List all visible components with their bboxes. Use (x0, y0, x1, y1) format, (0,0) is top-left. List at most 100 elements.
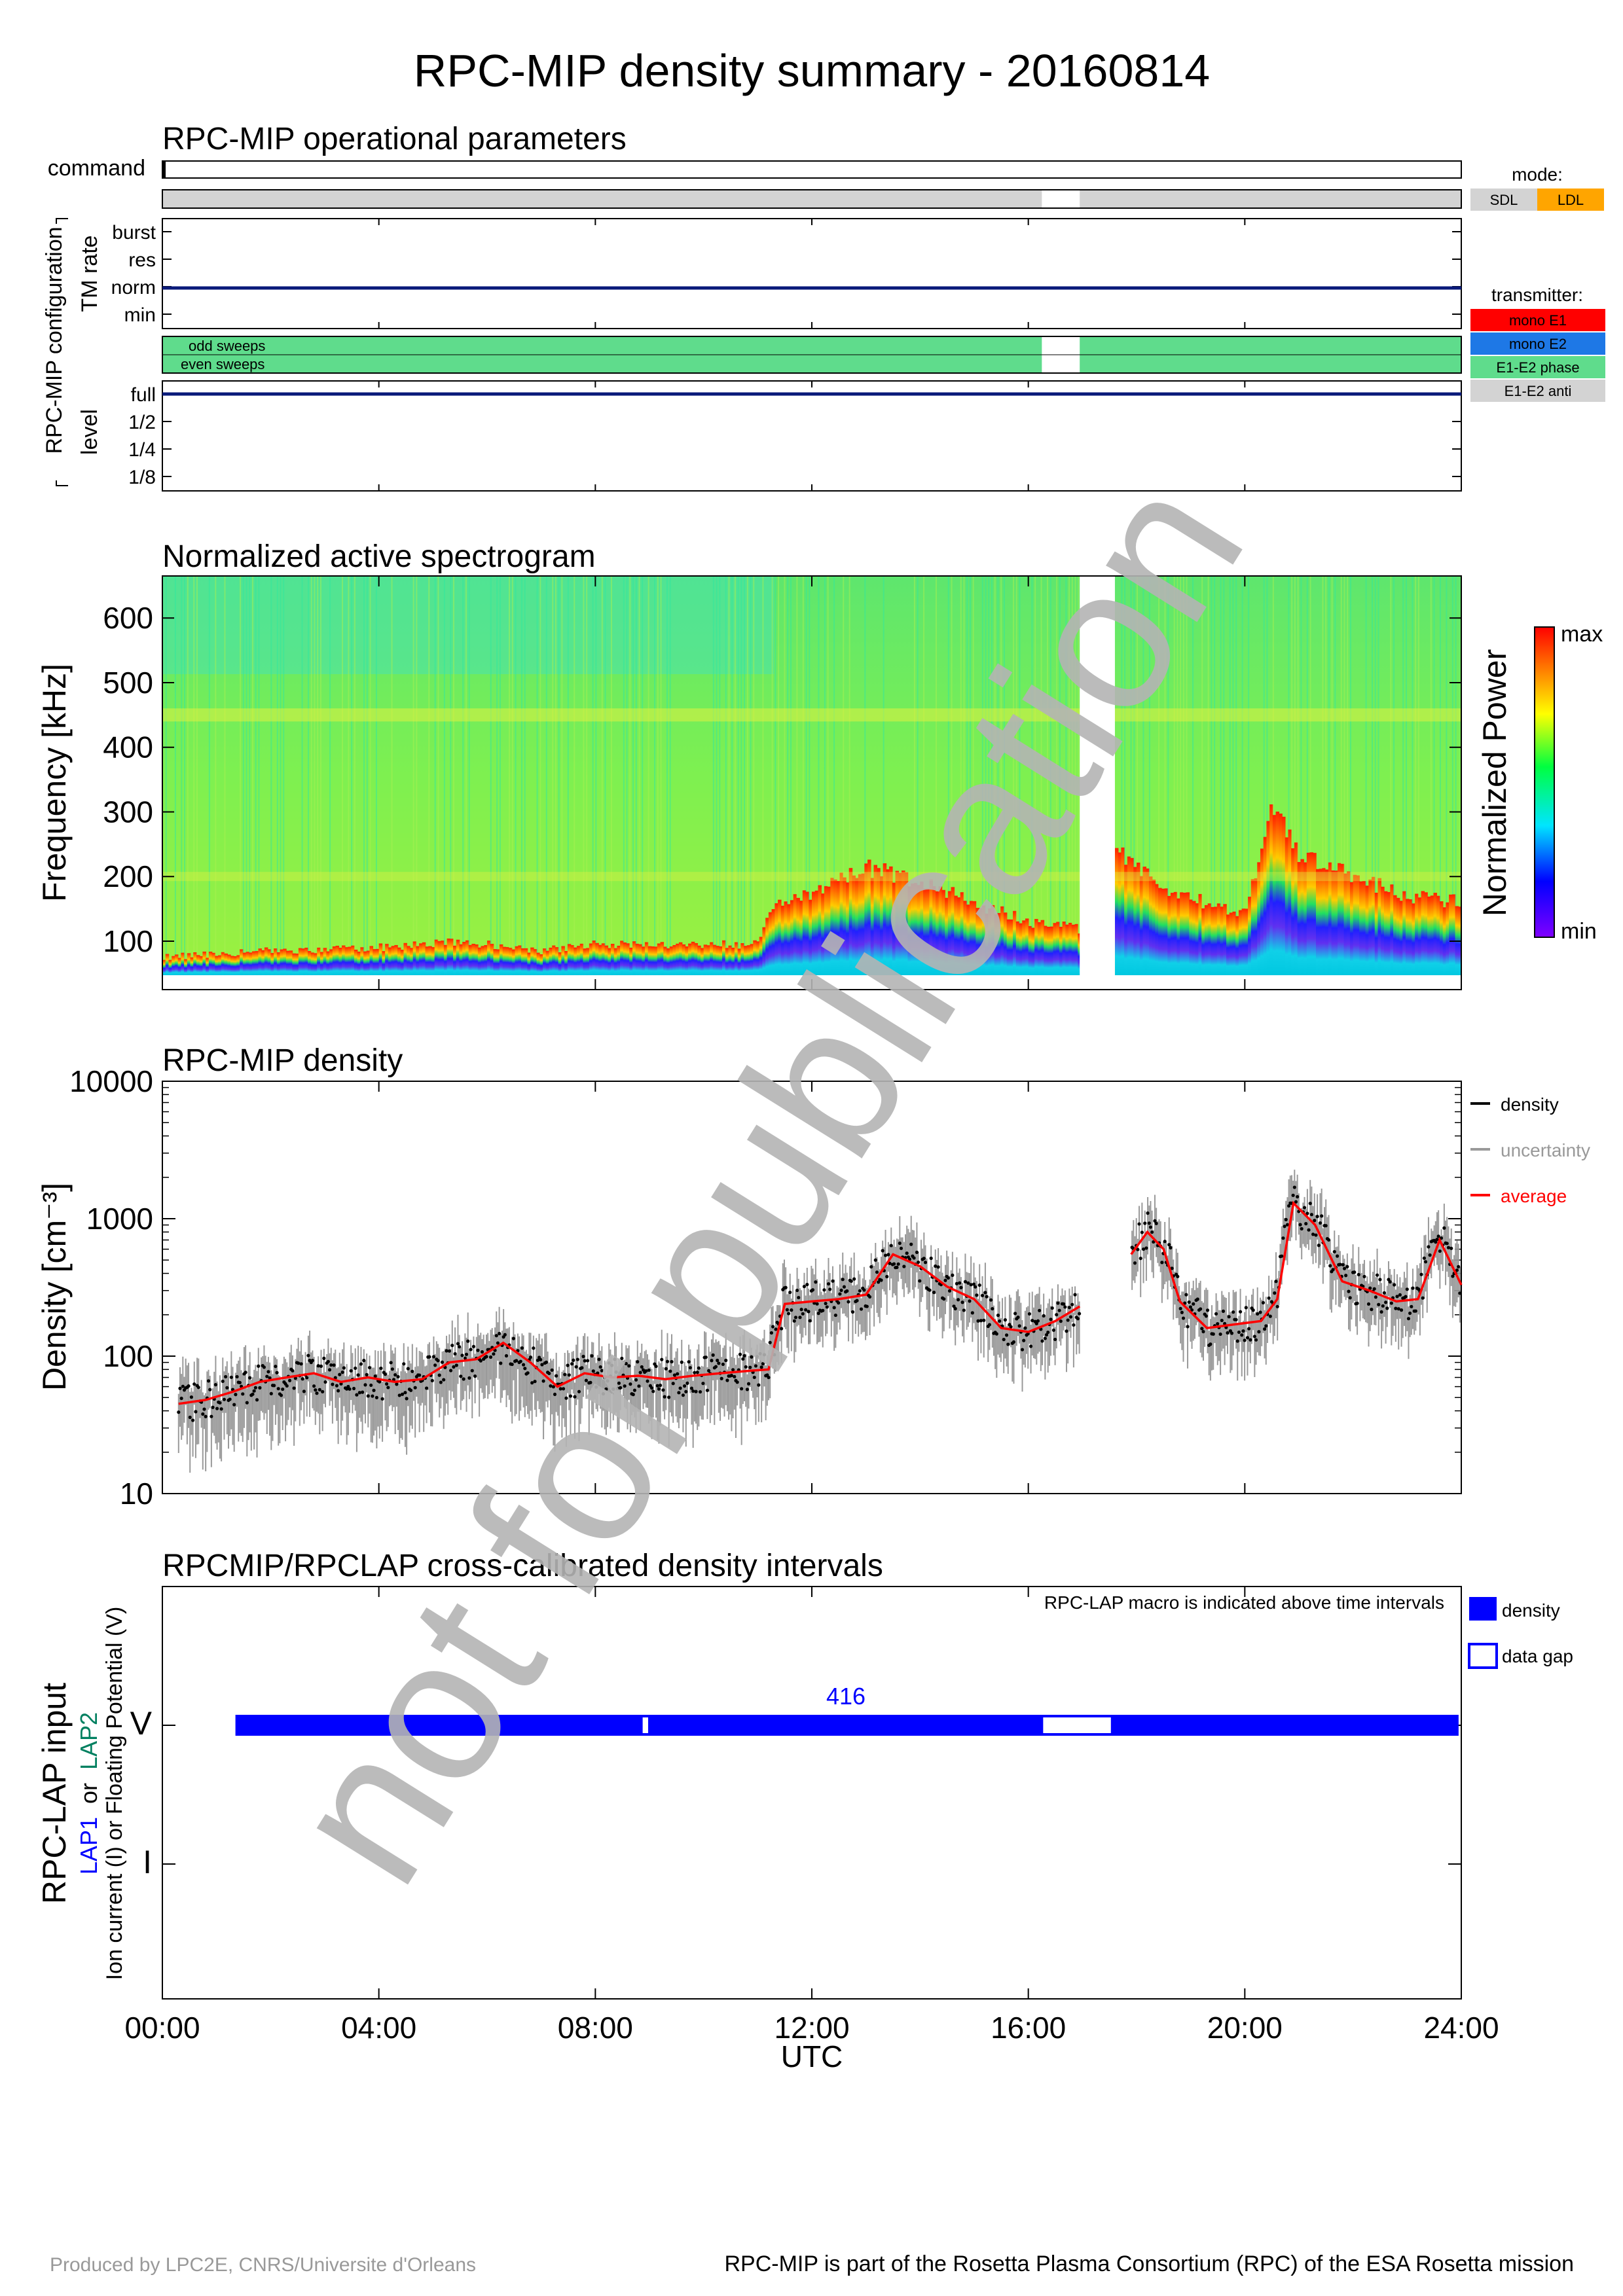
density-point-50 (248, 1376, 252, 1380)
density-point-587 (1013, 1312, 1017, 1316)
density-point-863 (1406, 1317, 1411, 1321)
spectrogram-streak-410 (1430, 576, 1432, 896)
density-point-565 (982, 1318, 986, 1322)
density-point-18 (202, 1407, 206, 1411)
spectrogram-column-75 (394, 944, 398, 975)
density-point-567 (985, 1295, 989, 1299)
density-point-314 (624, 1361, 628, 1366)
spectrogram-streak-327 (1173, 576, 1175, 892)
density-point-286 (584, 1378, 588, 1382)
spectrogram-ticks: 100 200 300 400 500 600 (103, 576, 1461, 990)
density-point-401 (748, 1365, 752, 1369)
density-point-1 (178, 1386, 182, 1390)
density-point-612 (1049, 1318, 1053, 1321)
spectrogram-column-93 (450, 939, 454, 975)
density-point-161 (406, 1367, 410, 1371)
spectrogram-streak-266 (985, 576, 987, 914)
spectrogram-column-62 (354, 949, 358, 975)
density-point-740 (1231, 1310, 1235, 1314)
spectrogram-column-36 (274, 948, 278, 975)
spectrogram-streak-389 (1365, 576, 1367, 886)
spectrogram-column-165 (672, 944, 676, 975)
spectrogram-column-279 (1025, 918, 1029, 975)
spectrogram-streak-198 (775, 576, 776, 904)
density-point-31 (221, 1379, 225, 1384)
spectrogram-column-84 (422, 942, 426, 975)
density-point-470 (847, 1300, 850, 1304)
density-point-137 (372, 1388, 376, 1392)
spectrogram-column-185 (734, 942, 739, 975)
density-point-457 (828, 1287, 832, 1291)
spectrogram-column-291 (1062, 922, 1067, 975)
spectrogram-streak-48 (310, 576, 312, 953)
density-point-550 (960, 1300, 964, 1304)
spectrogram-streak-86 (428, 576, 430, 946)
spectrogram-column-42 (292, 953, 296, 975)
density-point-493 (879, 1278, 883, 1282)
density-point-208 (473, 1374, 477, 1378)
density-point-289 (589, 1380, 593, 1384)
spectrogram-column-271 (1000, 906, 1004, 975)
spectrogram-column-23 (233, 956, 238, 975)
spectrogram-column-41 (289, 950, 293, 975)
density-point-353 (680, 1360, 684, 1364)
density-point-434 (795, 1288, 799, 1293)
density-point-73 (281, 1387, 285, 1391)
spectrogram-column-335 (1198, 893, 1202, 975)
density-point-590 (1017, 1324, 1021, 1328)
density-point-281 (577, 1390, 581, 1393)
density-point-311 (620, 1356, 624, 1361)
spectrogram-column-15 (208, 951, 213, 975)
density-point-599 (1030, 1318, 1034, 1323)
spectrogram-column-150 (626, 943, 630, 975)
spectrogram-column-186 (737, 948, 742, 975)
density-point-394 (738, 1352, 742, 1356)
density-point-129 (361, 1390, 365, 1394)
density-point-145 (383, 1372, 388, 1376)
spectrogram-streak-98 (465, 576, 467, 941)
density-point-362 (693, 1371, 697, 1374)
spectrogram-streak-378 (1331, 576, 1333, 870)
density-point-520 (918, 1279, 922, 1283)
density-point-514 (909, 1242, 913, 1246)
density-point-569 (987, 1323, 992, 1327)
density-point-463 (837, 1301, 841, 1305)
density-point-344 (667, 1395, 671, 1399)
spectrogram-column-50 (317, 947, 321, 975)
density-point-618 (1057, 1308, 1061, 1312)
lap-interval-4 (1112, 1715, 1459, 1736)
spectrogram-streak-243 (913, 576, 915, 884)
density-point-776 (1283, 1225, 1286, 1229)
spectrogram-column-206 (799, 901, 803, 975)
density-point-754 (1251, 1308, 1255, 1312)
density-point-128 (359, 1362, 363, 1366)
density-point-528 (929, 1256, 933, 1261)
spectrogram-column-280 (1028, 925, 1032, 975)
spectrogram-column-47 (308, 951, 312, 975)
density-point-213 (480, 1350, 484, 1354)
lap-gap-3 (1040, 1715, 1114, 1736)
spectrogram-column-154 (638, 944, 642, 975)
density-point-460 (832, 1306, 836, 1310)
density-point-432 (792, 1319, 796, 1323)
density-point-428 (786, 1312, 791, 1316)
density-point-109 (332, 1363, 336, 1367)
density-point-249 (532, 1346, 536, 1350)
spectrogram-column-242 (911, 883, 915, 975)
spectrogram-column-366 (1294, 842, 1298, 975)
density-point-898 (1457, 1265, 1461, 1268)
spectrogram-streak-65 (363, 576, 365, 952)
density-point-724 (1209, 1342, 1213, 1346)
density-point-609 (1044, 1333, 1049, 1337)
spectrogram-column-29 (251, 951, 256, 975)
density-point-885 (1438, 1249, 1442, 1253)
spectrogram-streak-265 (981, 576, 983, 906)
density-point-33 (224, 1374, 228, 1379)
density-point-2 (179, 1396, 183, 1401)
spectrogram-column-73 (388, 947, 392, 975)
density-point-888 (1442, 1226, 1446, 1230)
density-point-556 (969, 1283, 973, 1287)
spectrogram-column-83 (419, 943, 423, 975)
spectrogram-streak-244 (917, 576, 919, 886)
spectrogram-column-89 (437, 941, 441, 975)
